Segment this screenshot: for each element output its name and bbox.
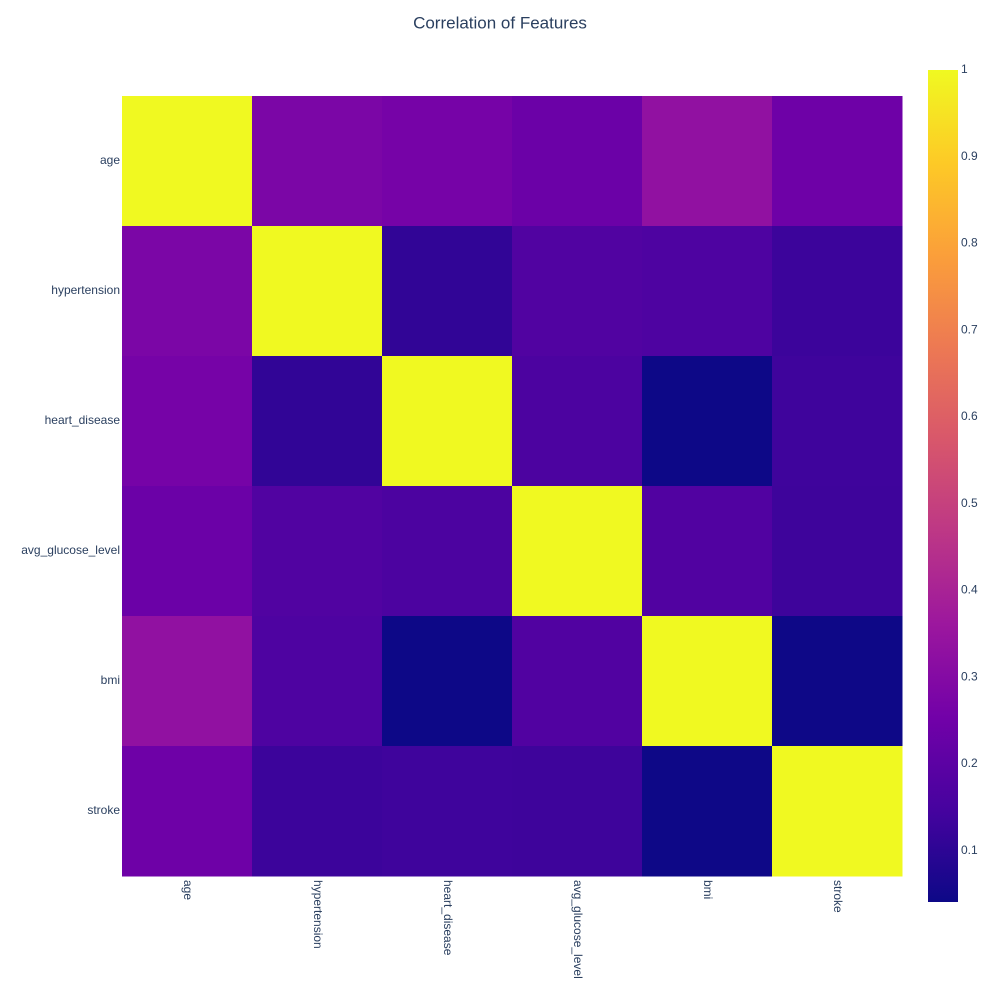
x-tick-label: avg_glucose_level	[571, 880, 585, 979]
x-tick-label: stroke	[831, 880, 845, 913]
heatmap-cell	[642, 96, 773, 227]
heatmap-cell	[252, 226, 383, 357]
heatmap-cell	[772, 616, 903, 747]
heatmap-cell	[772, 226, 903, 357]
heatmap-cell	[512, 616, 643, 747]
chart-title: Correlation of Features	[413, 13, 587, 32]
y-tick-label: heart_disease	[45, 413, 121, 427]
colorbar-tick-label: 0.8	[961, 236, 978, 250]
colorbar-tick-label: 0.2	[961, 756, 978, 770]
colorbar-tick-label: 0.1	[961, 843, 978, 857]
heatmap-cell	[642, 746, 773, 877]
heatmap-cell	[642, 356, 773, 487]
heatmap-cell	[772, 486, 903, 617]
y-tick-label: age	[100, 153, 120, 167]
heatmap-cell	[772, 96, 903, 227]
heatmap-cell	[252, 356, 383, 487]
y-tick-label: avg_glucose_level	[21, 543, 120, 557]
colorbar-tick-label: 0.3	[961, 669, 978, 683]
heatmap-cell	[772, 356, 903, 487]
x-tick-label: hypertension	[311, 880, 325, 949]
y-tick-label: hypertension	[51, 283, 120, 297]
colorbar-tick-label: 1	[961, 62, 968, 76]
heatmap-cell	[252, 616, 383, 747]
heatmap-cell	[642, 486, 773, 617]
heatmap-cell	[252, 96, 383, 227]
heatmap-cell	[252, 486, 383, 617]
x-tick-label: heart_disease	[441, 880, 455, 956]
heatmap-cell	[512, 486, 643, 617]
heatmap-cell	[512, 96, 643, 227]
heatmap-cell	[382, 486, 513, 617]
heatmap-cell	[122, 746, 253, 877]
heatmap-cell	[122, 616, 253, 747]
y-tick-label: stroke	[87, 803, 120, 817]
heatmap-cell	[382, 746, 513, 877]
heatmap-cell	[122, 356, 253, 487]
heatmap-cell	[642, 616, 773, 747]
colorbar-tick-label: 0.5	[961, 496, 978, 510]
x-tick-label: bmi	[701, 880, 715, 899]
heatmap-cell	[122, 226, 253, 357]
x-tick-label: age	[181, 880, 195, 900]
colorbar-tick-label: 0.4	[961, 583, 978, 597]
heatmap-cell	[512, 356, 643, 487]
heatmap-cell	[382, 356, 513, 487]
heatmap-cell	[512, 226, 643, 357]
heatmap-cell	[122, 486, 253, 617]
colorbar-tick-label: 0.6	[961, 409, 978, 423]
colorbar	[928, 70, 958, 902]
heatmap-cell	[122, 96, 253, 227]
heatmap-cell	[512, 746, 643, 877]
colorbar-tick-label: 0.9	[961, 149, 978, 163]
heatmap-cell	[382, 96, 513, 227]
heatmap-cell	[642, 226, 773, 357]
y-tick-label: bmi	[101, 673, 120, 687]
heatmap-cell	[772, 746, 903, 877]
heatmap-cell	[382, 226, 513, 357]
heatmap-cell	[252, 746, 383, 877]
heatmap-cell	[382, 616, 513, 747]
colorbar-tick-label: 0.7	[961, 322, 978, 336]
